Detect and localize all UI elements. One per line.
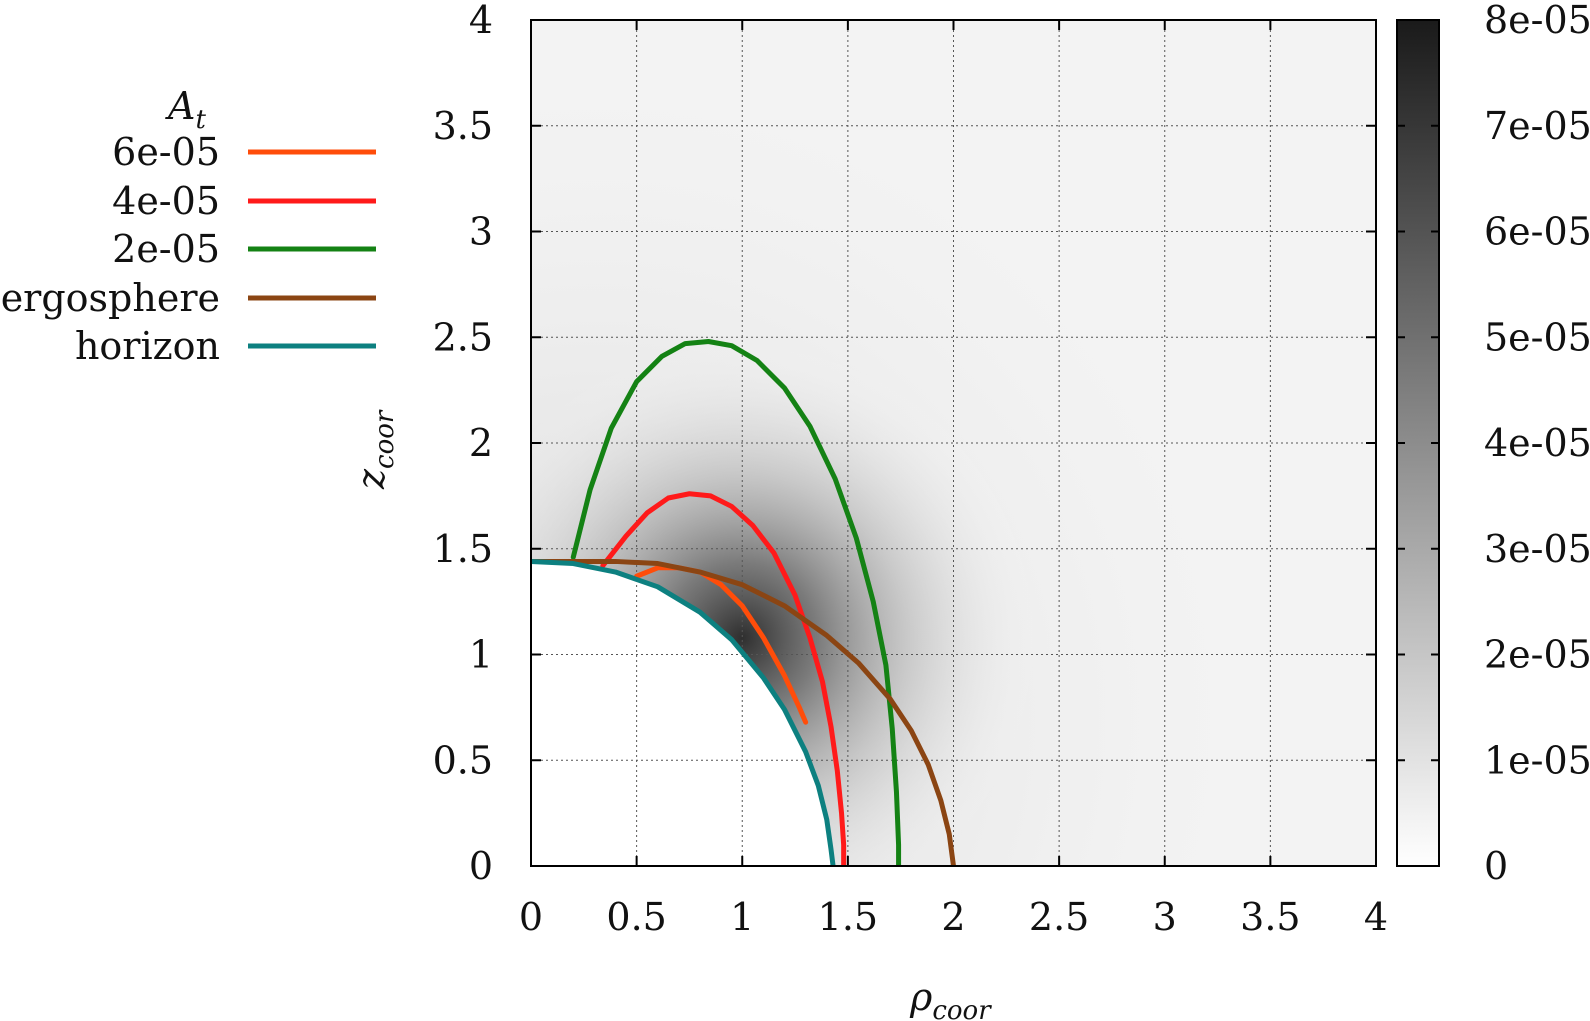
series-line-2e-05 <box>570 338 902 866</box>
x-tick-label: 3.5 <box>1240 895 1300 939</box>
y-tick-label: 2 <box>469 421 493 465</box>
x-tick-label: 4 <box>1364 895 1388 939</box>
legend-entry-label: 2e-05 <box>112 227 220 271</box>
colorbar-tick-label: 1e-05 <box>1484 738 1590 782</box>
y-tick-label: 0.5 <box>433 738 493 782</box>
colorbar: 0 1e-05 2e-05 3e-05 4e-05 5e-05 6e-05 7e-05 8e-0… <box>1396 0 1590 888</box>
y-tick-label: 1 <box>469 633 493 677</box>
y-tick-label: 2.5 <box>433 315 493 359</box>
series-line-4e-05 <box>600 491 847 866</box>
series-lines <box>531 338 956 866</box>
plot-frame <box>530 19 1377 867</box>
colorbar-tick-label: 3e-05 <box>1484 527 1590 571</box>
x-tick-label: 1.5 <box>818 895 878 939</box>
y-tick-label: 3.5 <box>433 104 493 148</box>
x-axis-label-subscript: coor <box>932 996 992 1021</box>
legend-title-subscript: t <box>195 105 206 135</box>
y-tick-label: 4 <box>469 0 493 42</box>
colorbar-tick-label: 4e-05 <box>1484 421 1590 465</box>
x-axis-ticks: 0 0.5 1 1.5 2 2.5 3 3.5 4 <box>519 20 1388 939</box>
y-tick-label: 1.5 <box>433 527 493 571</box>
y-axis-label-subscript: coor <box>370 409 400 469</box>
series-line-ergosphere <box>531 558 956 866</box>
x-axis-label: ρcoor <box>909 975 992 1021</box>
y-axis-label-wrap: zcoor <box>349 409 400 490</box>
y-tick-label: 3 <box>469 210 493 254</box>
legend-entry-label: horizon <box>75 324 220 368</box>
colorbar-tick-label: 6e-05 <box>1484 210 1590 254</box>
x-tick-label: 0 <box>519 895 543 939</box>
y-axis-label-symbol: z <box>349 468 393 490</box>
colorbar-tick-label: 0 <box>1484 844 1508 888</box>
grid <box>531 20 1376 866</box>
x-tick-label: 2 <box>941 895 965 939</box>
legend-entry-label: ergosphere <box>1 276 220 320</box>
legend-entry-label: 6e-05 <box>112 130 220 174</box>
x-tick-label: 2.5 <box>1029 895 1089 939</box>
x-axis-label-symbol: ρ <box>909 975 933 1019</box>
colorbar-tick-label: 5e-05 <box>1484 315 1590 359</box>
legend-title-symbol: A <box>165 84 195 128</box>
x-tick-label: 3 <box>1153 895 1177 939</box>
x-tick-label: 0.5 <box>606 895 666 939</box>
x-tick-label: 1 <box>730 895 754 939</box>
y-tick-label: 0 <box>469 844 493 888</box>
colorbar-tick-label: 8e-05 <box>1484 0 1590 42</box>
legend-entry-label: 4e-05 <box>112 179 220 223</box>
colorbar-ticks: 0 1e-05 2e-05 3e-05 4e-05 5e-05 6e-05 7e-05 8e-0… <box>1397 0 1590 888</box>
legend-title: At <box>165 84 206 135</box>
horizon-interior <box>531 561 834 866</box>
y-axis-ticks: 0 0.5 1 1.5 2 2.5 3 3.5 4 <box>433 0 1376 888</box>
colorbar-tick-label: 2e-05 <box>1484 633 1590 677</box>
colorbar-tick-label: 7e-05 <box>1484 104 1590 148</box>
series-line-horizon <box>531 558 836 866</box>
y-axis-label: zcoor <box>349 409 400 490</box>
